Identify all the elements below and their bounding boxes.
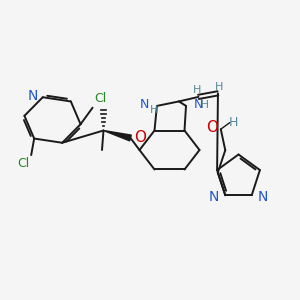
Text: ·H: ·H (198, 100, 210, 110)
Text: H: H (229, 116, 239, 129)
Text: O: O (206, 120, 218, 135)
Text: N: N (257, 190, 268, 204)
Text: Cl: Cl (94, 92, 106, 105)
Text: H: H (215, 82, 223, 92)
Text: N: N (140, 98, 149, 111)
Text: O: O (134, 130, 146, 145)
Text: Cl: Cl (17, 158, 30, 170)
Polygon shape (103, 130, 131, 141)
Text: N: N (194, 98, 203, 111)
Text: H: H (150, 105, 159, 115)
Text: N: N (28, 89, 38, 103)
Text: H: H (193, 85, 201, 95)
Text: N: N (209, 190, 219, 204)
